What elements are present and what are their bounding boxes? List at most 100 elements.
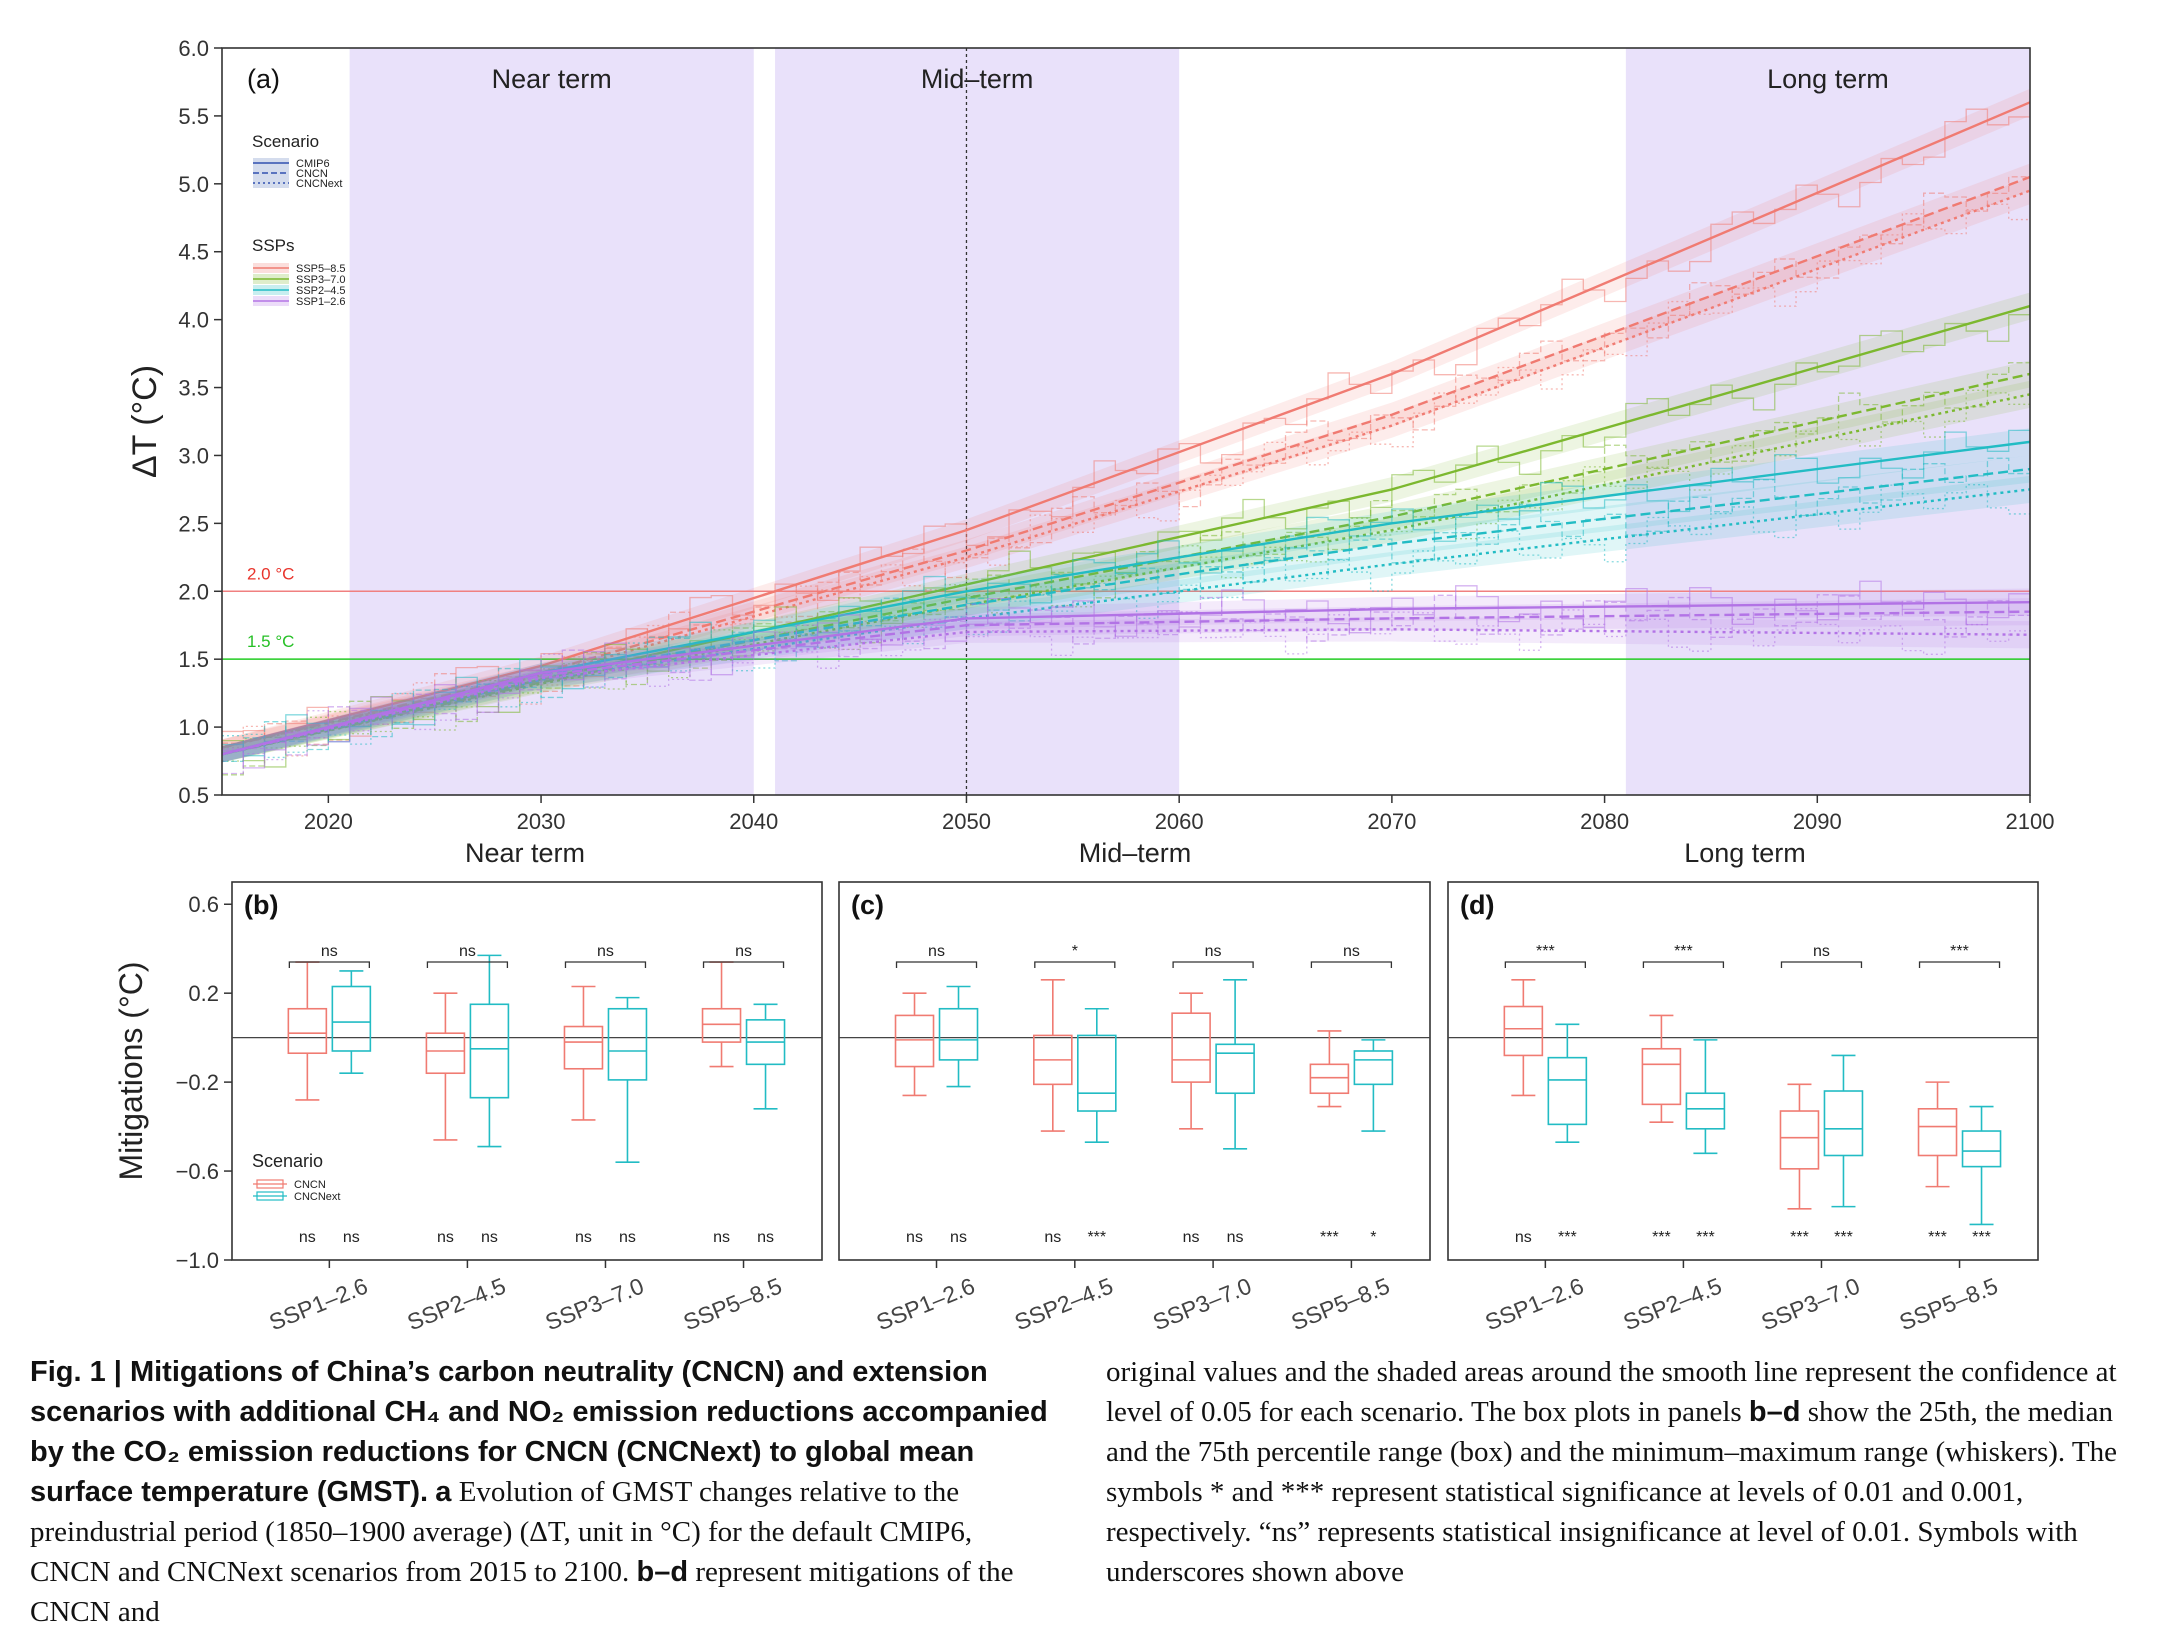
signif-bottom: *** [1320,1229,1339,1246]
box-cncnext [1215,979,1255,1150]
box [701,1007,742,1043]
signif-bottom: ns [575,1229,592,1246]
box-cncnext [1685,1039,1726,1155]
signif-bottom: ns [1044,1229,1061,1246]
period-label: Mid–term [921,64,1034,94]
signif-bottom: ns [713,1229,730,1246]
legend-item: SSP2–4.5 [296,285,346,297]
signif-bottom: *** [1928,1229,1947,1246]
panel-d: (d) *** ns *** SSP1–2.6 *** *** *** SSP2–4.5 ns **… [1447,881,2039,1336]
confidence-band [222,617,2030,763]
box-cncn [894,992,935,1097]
signif-top: ns [735,943,752,960]
box-cncn [1917,1081,1958,1188]
signif-top: ns [321,943,338,960]
y-tick-label: 0.5 [178,783,209,808]
x-tick-label: SSP3–7.0 [542,1273,648,1336]
x-tick-label: SSP1–2.6 [1481,1273,1587,1336]
box [1215,1043,1255,1095]
signif-bottom: * [1370,1229,1376,1246]
box [1309,1063,1350,1095]
box [1641,1047,1682,1106]
box-cncnext [1823,1054,1864,1208]
signif-bottom: ns [343,1229,360,1246]
y-tick-label: 6.0 [178,36,209,61]
box-cncn [1309,1030,1350,1108]
y-tick-label: 5.5 [178,104,209,129]
signif-bottom: *** [1087,1229,1106,1246]
period-label: Long term [1767,64,1889,94]
signif-bracket [288,961,370,968]
confidence-band [222,360,2030,763]
signif-top: ns [459,943,476,960]
signif-bottom: *** [1696,1229,1715,1246]
x-tick-label: 2090 [1793,809,1842,834]
caption-title: Fig. 1 | Mitigations of China’s carbon n… [30,1356,1048,1508]
x-tick-label: SSP3–7.0 [1149,1273,1255,1336]
y-tick-label: 5.0 [178,172,209,197]
box [1685,1092,1726,1130]
box [1077,1034,1117,1112]
box-cncnext [1353,1039,1394,1132]
period-axis-label: Long term [1684,838,1806,868]
box [1823,1090,1864,1157]
panel-label: (b) [244,890,278,920]
threshold-label: 1.5 °C [247,632,294,651]
period-band [1625,48,2030,795]
signif-top: ns [597,943,614,960]
box [894,1014,935,1068]
y-tick-label: 0.6 [188,892,219,917]
figure: Near term Mid–term Long term 2.0 °C 1.5 °C (a… [113,36,2054,1336]
y-tick-label: 3.0 [178,443,209,468]
panel-label: (d) [1460,890,1494,920]
panel-a: Near term Mid–term Long term 2.0 °C 1.5 °C (a… [126,36,2054,868]
original-values-step [222,457,2030,763]
plot-frame [221,47,2031,796]
plot-frame [838,881,1431,1261]
signif-bottom: *** [1652,1229,1671,1246]
box [563,1025,604,1070]
box-cncnext [469,954,510,1148]
confidence-band [222,455,2030,763]
signif-bottom: *** [1558,1229,1577,1246]
x-tick-label: 2020 [304,809,353,834]
caption-text-right-2: show the 25th, the median and the 75th p… [1106,1396,2117,1588]
y-tick-label: 4.0 [178,308,209,333]
box-cncn [1033,979,1073,1132]
plot-frame [231,881,823,1261]
original-values-step [222,594,2030,775]
x-tick-label: SSP1–2.6 [873,1273,979,1336]
x-tick-label: SSP5–8.5 [680,1273,786,1336]
signif-bracket [1918,961,2001,968]
signif-bracket [1172,961,1254,968]
legend-title: Scenario [252,1151,323,1171]
y-axis-title: ΔT (°C) [126,365,164,478]
legend-item: CNCN [296,168,328,180]
figure-caption: Fig. 1 | Mitigations of China’s carbon n… [30,1352,2140,1632]
box-cncn [563,985,604,1121]
caption-text-right-1: original values and the shaded areas aro… [1106,1356,2117,1428]
legend-item: SSP1–2.6 [296,296,346,308]
signif-top: *** [1950,943,1969,960]
signif-bottom: *** [1834,1229,1853,1246]
signif-bottom: ns [906,1229,923,1246]
signif-bottom: ns [437,1229,454,1246]
signif-bottom: ns [299,1229,316,1246]
signif-top: *** [1674,943,1693,960]
panel-label: (c) [851,890,884,920]
x-tick-label: 2030 [517,809,566,834]
caption-panel-bd-right: b–d [1748,1396,1801,1428]
box-cncn [1503,979,1544,1097]
x-tick-label: SSP2–4.5 [1619,1273,1725,1336]
signif-top: ns [1813,943,1830,960]
original-values-step [222,580,2030,769]
caption-panel-a: a [435,1476,452,1508]
y-tick-label: −0.6 [176,1159,219,1184]
period-axis-label: Mid–term [1079,838,1192,868]
y-tick-label: 0.2 [188,981,219,1006]
smooth-line [221,610,2031,756]
y-tick-label: 2.0 [178,579,209,604]
confidence-band [222,163,2030,756]
legend-title: Scenario [252,132,319,151]
